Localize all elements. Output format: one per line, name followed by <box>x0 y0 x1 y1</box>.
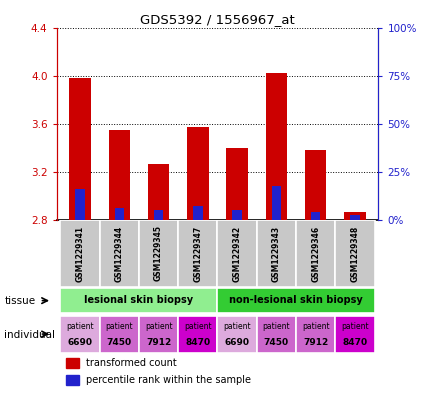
Text: patient: patient <box>223 323 250 331</box>
Bar <box>69 78 91 220</box>
Text: GSM1229345: GSM1229345 <box>154 226 163 281</box>
Bar <box>139 220 178 287</box>
Bar <box>178 316 217 353</box>
Text: GSM1229344: GSM1229344 <box>115 226 124 281</box>
Bar <box>271 186 281 220</box>
Text: patient: patient <box>66 323 94 331</box>
Bar <box>265 73 286 220</box>
Bar <box>193 206 202 220</box>
Bar <box>60 220 99 287</box>
Text: patient: patient <box>301 323 329 331</box>
Text: lesional skin biopsy: lesional skin biopsy <box>84 295 193 305</box>
Text: 7450: 7450 <box>107 338 132 347</box>
Bar <box>148 163 169 220</box>
Bar <box>295 220 335 287</box>
Text: 7912: 7912 <box>302 338 328 347</box>
Bar <box>114 208 124 220</box>
Text: 7450: 7450 <box>263 338 288 347</box>
Bar <box>349 215 359 220</box>
Bar <box>295 316 335 353</box>
Bar <box>335 316 374 353</box>
Text: patient: patient <box>105 323 133 331</box>
Text: patient: patient <box>145 323 172 331</box>
Text: patient: patient <box>340 323 368 331</box>
Text: percentile rank within the sample: percentile rank within the sample <box>85 375 250 385</box>
Bar <box>66 358 79 368</box>
Bar <box>66 375 79 385</box>
Text: 6690: 6690 <box>224 338 249 347</box>
Text: GSM1229347: GSM1229347 <box>193 225 202 282</box>
Bar <box>310 212 320 220</box>
Bar <box>99 220 139 287</box>
Text: patient: patient <box>262 323 289 331</box>
Text: GSM1229343: GSM1229343 <box>271 226 280 281</box>
Bar <box>178 220 217 287</box>
Bar <box>60 316 99 353</box>
Bar <box>187 127 208 220</box>
Text: patient: patient <box>184 323 211 331</box>
Bar <box>335 220 374 287</box>
Text: GSM1229342: GSM1229342 <box>232 226 241 281</box>
Text: individual: individual <box>4 330 55 340</box>
Bar <box>217 288 374 313</box>
Text: transformed count: transformed count <box>85 358 176 368</box>
Bar <box>343 212 365 220</box>
Text: 7912: 7912 <box>146 338 171 347</box>
Bar <box>304 150 326 220</box>
Bar <box>139 316 178 353</box>
Bar <box>153 211 163 220</box>
Text: 8470: 8470 <box>342 338 367 347</box>
Bar <box>108 130 130 220</box>
Text: GSM1229341: GSM1229341 <box>76 226 84 281</box>
Bar <box>226 148 247 220</box>
Title: GDS5392 / 1556967_at: GDS5392 / 1556967_at <box>140 13 294 26</box>
Text: 6690: 6690 <box>67 338 92 347</box>
Bar <box>99 316 139 353</box>
Text: tissue: tissue <box>4 296 36 306</box>
Bar <box>217 220 256 287</box>
Bar <box>232 211 241 220</box>
Text: 8470: 8470 <box>185 338 210 347</box>
Text: non-lesional skin biopsy: non-lesional skin biopsy <box>229 295 362 305</box>
Bar <box>60 288 217 313</box>
Bar <box>75 189 85 220</box>
Bar <box>256 220 295 287</box>
Bar <box>217 316 256 353</box>
Bar <box>256 316 295 353</box>
Text: GSM1229348: GSM1229348 <box>350 225 358 282</box>
Text: GSM1229346: GSM1229346 <box>310 226 319 281</box>
